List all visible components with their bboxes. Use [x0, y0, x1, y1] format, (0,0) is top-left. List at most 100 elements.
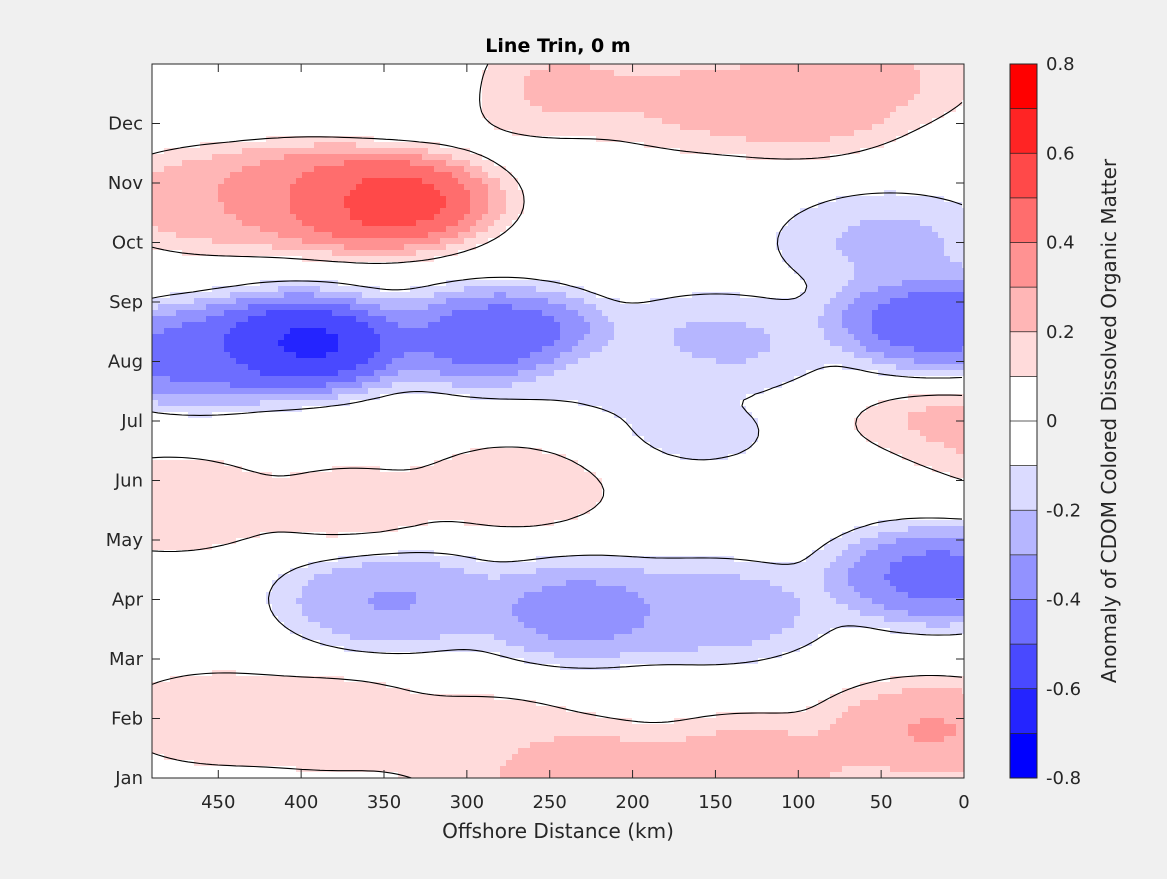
heat-cell	[674, 142, 681, 149]
heat-cell	[482, 190, 489, 197]
heat-cell	[842, 250, 849, 257]
heat-cell	[884, 70, 891, 77]
heat-cell	[428, 208, 435, 215]
heat-cell	[824, 250, 831, 257]
heat-cell	[536, 82, 543, 89]
heat-cell	[416, 130, 423, 137]
heat-cell	[158, 94, 165, 101]
heat-cell	[290, 82, 297, 89]
heat-cell	[836, 196, 843, 203]
heat-cell	[170, 166, 177, 173]
heat-cell	[818, 184, 825, 191]
heat-cell	[950, 70, 957, 77]
heat-cell	[542, 232, 549, 239]
heat-cell	[176, 256, 183, 263]
heat-cell	[770, 136, 777, 143]
heat-cell	[170, 238, 177, 245]
heat-cell	[914, 262, 921, 269]
heat-cell	[824, 136, 831, 143]
heat-cell	[908, 226, 915, 233]
heat-cell	[230, 106, 237, 113]
heat-cell	[326, 232, 333, 239]
heat-cell	[620, 70, 627, 77]
heat-cell	[560, 100, 567, 107]
heat-cell	[518, 94, 525, 101]
heat-cell	[578, 250, 585, 257]
heat-cell	[956, 100, 963, 107]
heat-cell	[302, 214, 309, 221]
heat-cell	[854, 178, 861, 185]
heat-cell	[890, 274, 897, 281]
heat-cell	[506, 232, 513, 239]
heat-cell	[896, 178, 903, 185]
heat-cell	[476, 112, 483, 119]
heat-cell	[548, 106, 555, 113]
heat-cell	[380, 184, 387, 191]
heat-cell	[950, 256, 957, 263]
heat-cell	[404, 154, 411, 161]
heat-cell	[164, 154, 171, 161]
heat-cell	[740, 88, 747, 95]
heat-cell	[392, 178, 399, 185]
heat-cell	[284, 64, 291, 71]
heat-cell	[458, 178, 465, 185]
heat-cell	[176, 88, 183, 95]
heat-cell	[500, 172, 507, 179]
heat-cell	[500, 118, 507, 125]
heat-cell	[350, 88, 357, 95]
heat-cell	[962, 244, 964, 251]
heat-cell	[674, 130, 681, 137]
heat-cell	[656, 106, 663, 113]
heat-cell	[206, 190, 213, 197]
heat-cell	[440, 64, 447, 71]
heat-cell	[266, 214, 273, 221]
heat-cell	[524, 226, 531, 233]
heat-cell	[662, 70, 669, 77]
heat-cell	[176, 214, 183, 221]
heat-cell	[434, 274, 441, 281]
heat-cell	[608, 70, 615, 77]
heat-cell	[200, 154, 207, 161]
heat-cell	[230, 202, 237, 209]
heat-cell	[368, 130, 375, 137]
heat-cell	[218, 76, 225, 83]
heat-cell	[770, 274, 777, 281]
heat-cell	[590, 76, 597, 83]
heat-cell	[290, 88, 297, 95]
heat-cell	[380, 166, 387, 173]
heat-cell	[650, 100, 657, 107]
heat-cell	[500, 268, 507, 275]
heat-cell	[704, 70, 711, 77]
heat-cell	[356, 214, 363, 221]
heat-cell	[626, 64, 633, 71]
heat-cell	[452, 214, 459, 221]
heat-cell	[698, 178, 705, 185]
heat-cell	[896, 136, 903, 143]
heat-cell	[950, 100, 957, 107]
heat-cell	[320, 82, 327, 89]
heat-cell	[920, 166, 927, 173]
heat-cell	[950, 124, 957, 131]
heat-cell	[434, 256, 441, 263]
heat-cell	[212, 106, 219, 113]
heat-cell	[788, 202, 795, 209]
heat-cell	[554, 124, 561, 131]
heat-cell	[230, 112, 237, 119]
heat-cell	[824, 274, 831, 281]
heat-cell	[560, 112, 567, 119]
heat-cell	[698, 64, 705, 71]
heat-cell	[470, 232, 477, 239]
heat-cell	[668, 64, 675, 71]
heat-cell	[872, 268, 879, 275]
heat-cell	[272, 88, 279, 95]
heat-cell	[884, 124, 891, 131]
heat-cell	[500, 280, 507, 287]
heat-cell	[296, 118, 303, 125]
heat-cell	[578, 130, 585, 137]
heat-cell	[524, 190, 531, 197]
heat-cell	[158, 70, 165, 77]
heat-cell	[800, 238, 807, 245]
heat-cell	[614, 220, 621, 227]
heat-cell	[254, 244, 261, 251]
heat-cell	[542, 136, 549, 143]
